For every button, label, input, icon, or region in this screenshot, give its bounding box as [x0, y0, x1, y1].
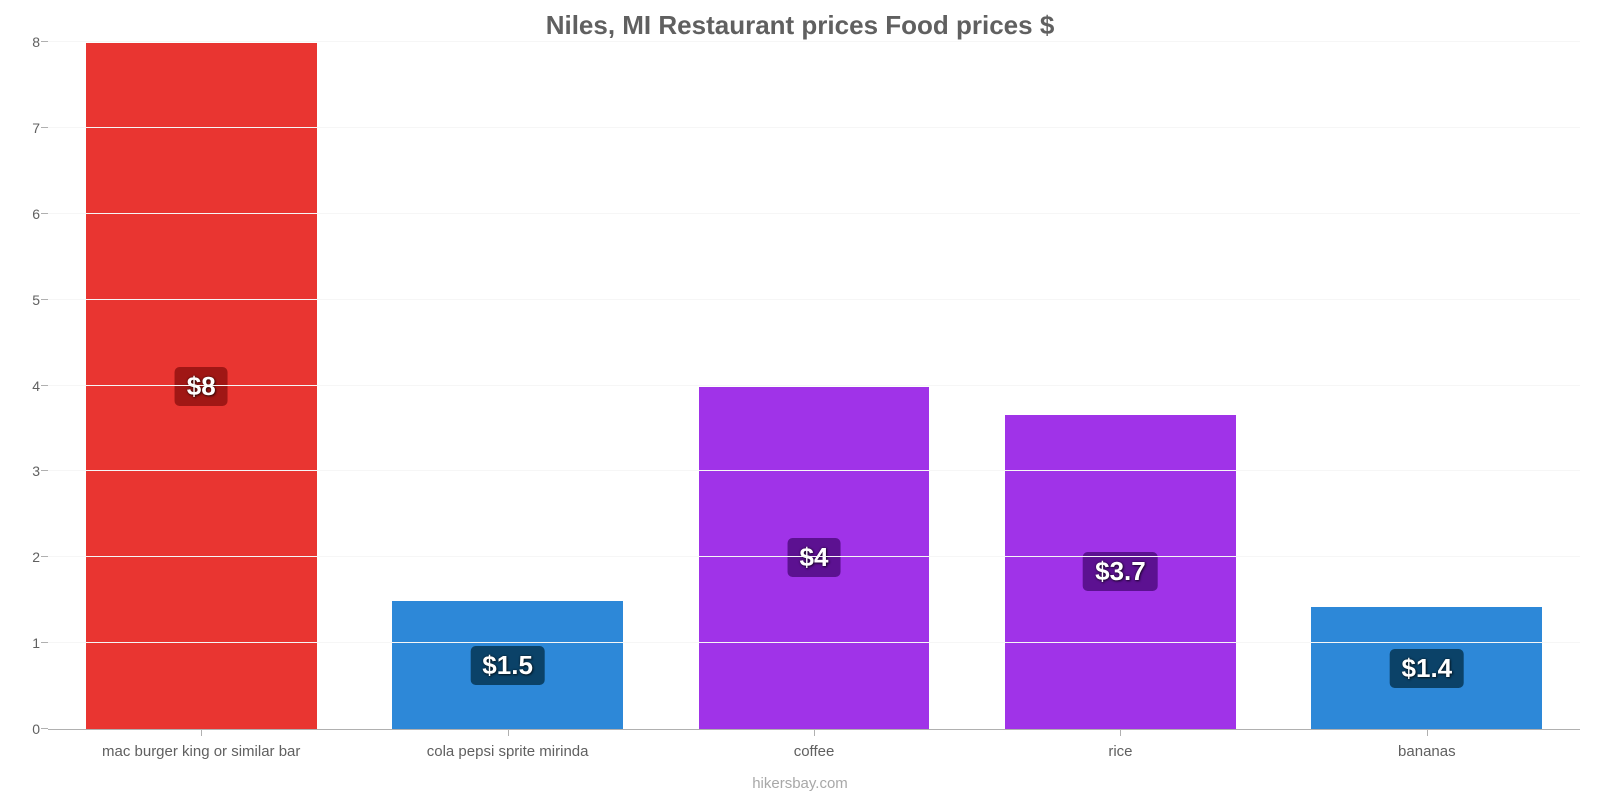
x-axis-label: coffee	[661, 737, 967, 760]
y-tick-label: 8	[18, 34, 40, 50]
x-axis-labels: mac burger king or similar barcola pepsi…	[48, 737, 1580, 760]
x-tick-mark	[1427, 729, 1428, 736]
chart-credit: hikersbay.com	[0, 775, 1600, 792]
bar-column: $8	[48, 42, 354, 729]
gridline	[48, 470, 1580, 471]
bar-value-label: $1.4	[1390, 649, 1465, 688]
gridline	[48, 213, 1580, 214]
y-tick-label: 0	[18, 721, 40, 737]
x-axis-label: rice	[967, 737, 1273, 760]
bar-column: $1.5	[354, 42, 660, 729]
gridline	[48, 299, 1580, 300]
y-tick-label: 3	[18, 463, 40, 479]
x-tick-mark	[508, 729, 509, 736]
gridline	[48, 642, 1580, 643]
bar-value-label: $4	[788, 538, 841, 577]
bar-value-label: $3.7	[1083, 552, 1158, 591]
y-tick-mark	[41, 41, 48, 42]
x-axis-label: mac burger king or similar bar	[48, 737, 354, 760]
chart-plot-area: $8$1.5$4$3.7$1.4 012345678	[48, 42, 1580, 730]
y-tick-label: 7	[18, 120, 40, 136]
y-tick-label: 1	[18, 635, 40, 651]
y-tick-mark	[41, 642, 48, 643]
bar-column: $1.4	[1274, 42, 1580, 729]
y-tick-mark	[41, 385, 48, 386]
x-axis-label: cola pepsi sprite mirinda	[354, 737, 660, 760]
gridline	[48, 556, 1580, 557]
y-tick-label: 6	[18, 206, 40, 222]
y-tick-mark	[41, 299, 48, 300]
y-tick-mark	[41, 213, 48, 214]
gridline	[48, 385, 1580, 386]
bars-group: $8 $1.5 $4 $3.7 $1.4	[48, 42, 1580, 729]
y-tick-label: 5	[18, 292, 40, 308]
bar-value-label: $1.5	[470, 646, 545, 685]
gridline	[48, 127, 1580, 128]
chart-title: Niles, MI Restaurant prices Food prices …	[0, 10, 1600, 41]
bar-column: $3.7	[967, 42, 1273, 729]
x-tick-mark	[814, 729, 815, 736]
y-tick-label: 4	[18, 378, 40, 394]
bar-value-label: $8	[175, 367, 228, 406]
y-tick-mark	[41, 556, 48, 557]
x-tick-mark	[201, 729, 202, 736]
y-tick-mark	[41, 728, 48, 729]
y-tick-label: 2	[18, 549, 40, 565]
x-axis-label: bananas	[1274, 737, 1580, 760]
y-tick-mark	[41, 470, 48, 471]
y-tick-mark	[41, 127, 48, 128]
gridline	[48, 41, 1580, 42]
bar-column: $4	[661, 42, 967, 729]
x-tick-mark	[1120, 729, 1121, 736]
chart-container: Niles, MI Restaurant prices Food prices …	[0, 0, 1600, 800]
